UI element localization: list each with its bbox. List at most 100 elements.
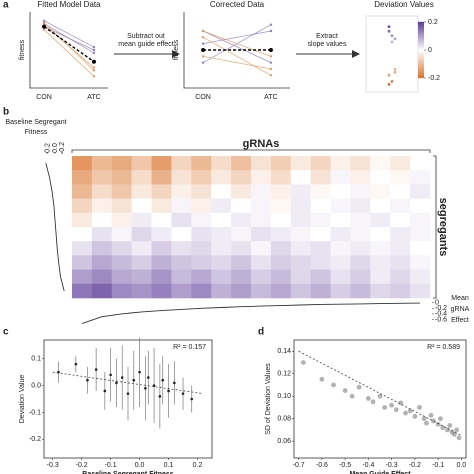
colorbar-step bbox=[418, 49, 424, 53]
point bbox=[440, 425, 446, 431]
point bbox=[74, 362, 78, 366]
heatmap-cell bbox=[72, 212, 93, 228]
heatmap-cell bbox=[151, 212, 172, 228]
y-axis-label: fitness bbox=[173, 39, 180, 60]
point bbox=[42, 21, 46, 24]
colorbar-step bbox=[418, 51, 424, 55]
guide-line bbox=[202, 30, 272, 64]
point bbox=[201, 29, 205, 33]
heatmap-cell bbox=[211, 241, 232, 256]
heatmap-cell bbox=[330, 212, 351, 228]
heatmap-cell bbox=[171, 255, 192, 270]
heatmap-cell bbox=[151, 156, 172, 171]
panel-title: Deviation Values bbox=[374, 0, 433, 9]
x-tick-label: 0.0 bbox=[456, 462, 466, 469]
heatmap-cell bbox=[131, 198, 152, 214]
heatmap-cell bbox=[290, 241, 311, 256]
heatmap-cell bbox=[211, 255, 232, 270]
heatmap-cell bbox=[290, 156, 311, 171]
point bbox=[398, 400, 404, 406]
point bbox=[319, 376, 325, 382]
x-tick-label: -0.4 bbox=[362, 462, 374, 469]
point bbox=[389, 402, 395, 408]
heatmap-cell bbox=[151, 255, 172, 270]
heatmap-cell bbox=[191, 156, 212, 171]
heatmap-cell bbox=[290, 255, 311, 270]
heatmap-cell bbox=[131, 255, 152, 270]
y-tick-label: -0.2 bbox=[29, 436, 41, 443]
heatmap-cell bbox=[330, 269, 351, 285]
arrow-text: Subtract out bbox=[127, 33, 165, 40]
heatmap-cell bbox=[72, 269, 93, 285]
effect-tick-label: -0.4 bbox=[435, 311, 447, 318]
heatmap-cell bbox=[370, 283, 391, 299]
guide-line bbox=[203, 30, 271, 45]
heatmap-cell bbox=[370, 156, 391, 171]
point bbox=[201, 36, 205, 39]
heatmap-cell bbox=[290, 227, 311, 242]
heatmap-cell bbox=[72, 170, 93, 185]
deviation-point bbox=[393, 67, 397, 71]
heatmap-cell bbox=[131, 227, 152, 242]
heatmap-cell bbox=[290, 170, 311, 185]
y-axis-label: SD of Deviation Values bbox=[265, 363, 272, 435]
plot-frame bbox=[293, 339, 467, 459]
point bbox=[173, 381, 176, 385]
y-tick-label: 0.12 bbox=[277, 371, 291, 378]
heatmap-cell bbox=[91, 227, 113, 242]
heatmap-cell bbox=[111, 212, 132, 228]
heatmap-cell bbox=[231, 198, 252, 214]
deviation-point bbox=[387, 73, 391, 77]
deviation-point bbox=[390, 40, 394, 44]
x-tick-label: -0.1 bbox=[105, 462, 117, 469]
guide-line bbox=[43, 24, 95, 68]
left-label: Baseline Segregant bbox=[5, 119, 66, 126]
colorbar-step bbox=[418, 29, 424, 33]
x-tick-label: -0.3 bbox=[386, 462, 398, 469]
heatmap-cell bbox=[231, 184, 252, 199]
heatmap-row-label: segregants bbox=[437, 198, 449, 257]
point bbox=[158, 395, 162, 398]
point bbox=[370, 399, 376, 405]
heatmap-cell bbox=[270, 255, 292, 270]
arrow-text: Extract bbox=[316, 33, 338, 40]
x-tick-label: CON bbox=[195, 94, 211, 101]
point bbox=[161, 378, 165, 382]
point bbox=[86, 378, 89, 382]
colorbar-step bbox=[418, 31, 424, 35]
arrow-text: mean guide effect bbox=[118, 41, 174, 48]
colorbar-step bbox=[418, 55, 424, 59]
colorbar-step bbox=[418, 67, 424, 71]
point bbox=[435, 421, 441, 427]
point bbox=[403, 410, 408, 416]
point bbox=[428, 412, 434, 418]
heatmap-cell bbox=[350, 170, 371, 185]
colorbar-step bbox=[418, 39, 424, 43]
heatmap-cell bbox=[410, 255, 431, 270]
bracket bbox=[71, 149, 431, 153]
heatmap-cell bbox=[191, 184, 212, 199]
panel-label: d bbox=[258, 327, 264, 338]
colorbar-step bbox=[418, 23, 424, 27]
colorbar-step bbox=[418, 73, 424, 77]
x-tick-label: -0.2 bbox=[76, 462, 88, 469]
heatmap-cell bbox=[151, 241, 172, 256]
heatmap-cell bbox=[211, 198, 232, 214]
point bbox=[269, 23, 273, 26]
heatmap-cell bbox=[350, 255, 371, 270]
heatmap-cell bbox=[350, 227, 371, 242]
heatmap-cell bbox=[211, 170, 232, 185]
point bbox=[42, 24, 47, 29]
heatmap-cell bbox=[171, 198, 192, 214]
heatmap-cell bbox=[211, 283, 232, 299]
point bbox=[454, 427, 460, 433]
heatmap-cell bbox=[310, 255, 331, 270]
heatmap-cell bbox=[330, 156, 351, 171]
heatmap-cell bbox=[91, 170, 113, 185]
panel-label: a bbox=[3, 0, 9, 11]
heatmap-cell bbox=[350, 156, 371, 171]
heatmap-cell bbox=[211, 227, 232, 242]
bottom-label: Effect bbox=[451, 317, 469, 324]
heatmap-cell bbox=[91, 184, 113, 199]
trend-line bbox=[52, 371, 204, 395]
